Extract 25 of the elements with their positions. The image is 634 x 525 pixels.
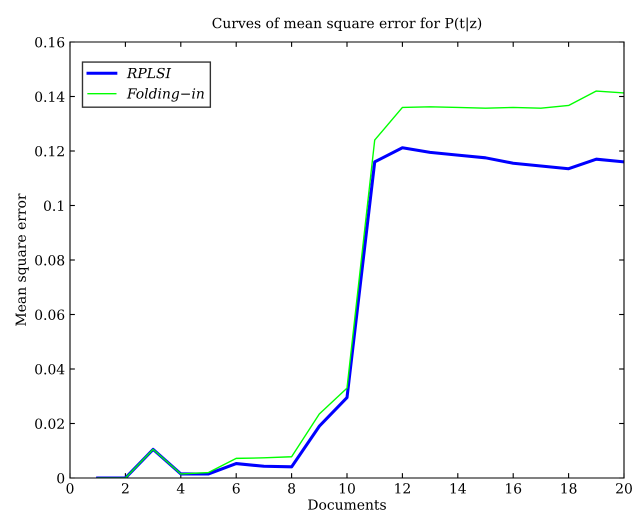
x-tick-label: 18 [561,483,576,494]
x-tick-label: 4 [176,483,185,494]
y-tick-label: 0.14 [35,91,64,102]
y-tick-label: 0.1 [44,200,64,211]
x-tick-label: 20 [616,483,632,494]
y-axis-title: Mean square error [16,193,29,326]
x-tick-label: 10 [340,483,355,494]
y-tick-label: 0.08 [35,254,64,266]
x-tick-label: 8 [288,483,296,494]
y-tick-label: 0 [57,472,64,484]
y-tick-label: 0.12 [35,146,64,156]
chart-title: Curves of mean square error for P(t|z) [212,17,482,32]
x-tick-label: 16 [506,483,522,494]
x-axis-title: Documents [308,500,386,510]
y-tick-label: 0.04 [35,364,64,374]
x-tick-label: 14 [450,483,466,494]
y-tick-label: 0.02 [35,418,64,429]
legend-label: RPLSI [126,68,172,78]
x-tick-label: 0 [66,483,74,494]
x-tick-label: 6 [232,483,240,494]
y-tick-label: 0.16 [35,36,64,48]
legend-label: Folding−in [126,88,204,102]
x-tick-label: 2 [122,483,128,494]
x-tick-label: 12 [395,483,410,494]
y-tick-label: 0.06 [35,309,64,320]
